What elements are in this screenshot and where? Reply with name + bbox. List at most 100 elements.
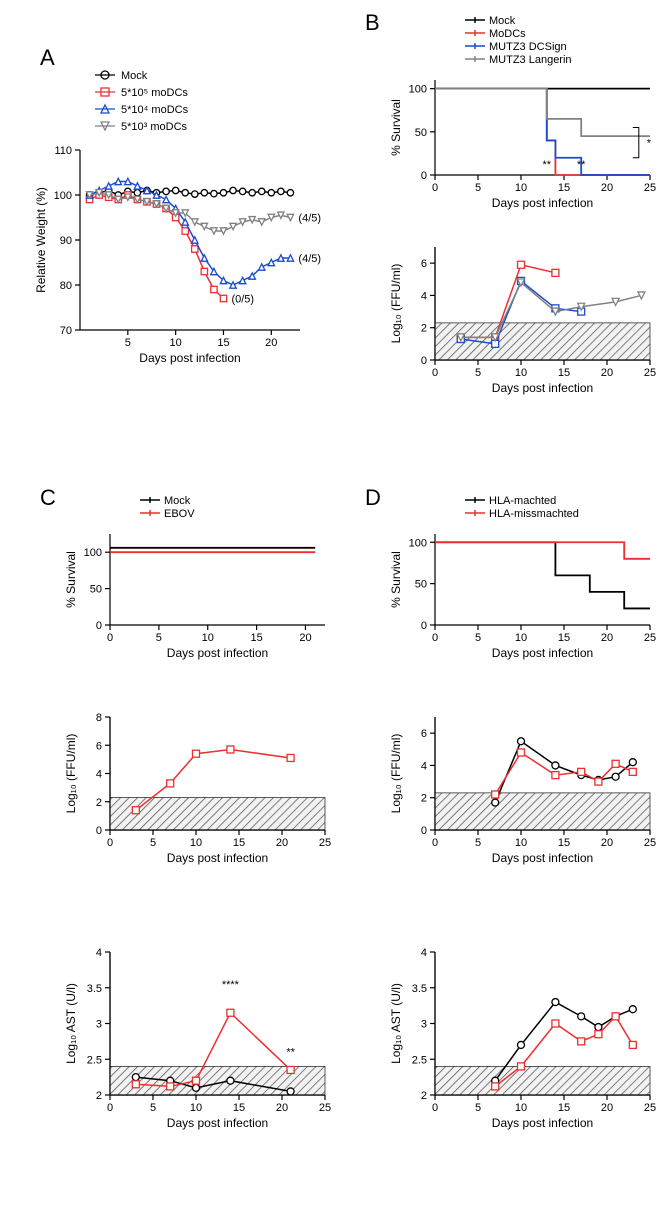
svg-text:HLA-machted: HLA-machted (489, 495, 556, 507)
svg-text:4: 4 (96, 769, 102, 781)
svg-text:25: 25 (644, 632, 656, 644)
svg-text:0: 0 (107, 1102, 113, 1114)
panel-d-ast: 051015202522.533.54Days post infectionLo… (385, 940, 665, 1140)
svg-text:Mock: Mock (121, 70, 148, 82)
svg-text:5: 5 (475, 182, 481, 194)
svg-text:15: 15 (558, 632, 570, 644)
svg-text:100: 100 (409, 84, 427, 96)
svg-text:Log₁₀ (FFU/ml): Log₁₀ (FFU/ml) (389, 734, 403, 814)
svg-text:20: 20 (601, 632, 613, 644)
svg-text:MoDCs: MoDCs (489, 28, 526, 40)
svg-text:20: 20 (601, 182, 613, 194)
svg-text:4: 4 (421, 947, 427, 959)
svg-text:0: 0 (432, 632, 438, 644)
svg-text:0: 0 (107, 632, 113, 644)
svg-text:100: 100 (409, 537, 427, 549)
svg-text:4: 4 (421, 290, 427, 302)
svg-text:50: 50 (415, 579, 427, 591)
svg-text:3: 3 (421, 1019, 427, 1031)
svg-text:15: 15 (558, 367, 570, 379)
svg-text:5: 5 (150, 837, 156, 849)
svg-text:2: 2 (421, 793, 427, 805)
svg-text:15: 15 (233, 1102, 245, 1114)
svg-text:5: 5 (475, 1102, 481, 1114)
svg-text:Days post infection: Days post infection (492, 851, 593, 865)
svg-text:% Survival: % Survival (389, 99, 403, 156)
svg-text:110: 110 (54, 145, 72, 157)
svg-text:50: 50 (415, 127, 427, 139)
svg-text:0: 0 (421, 170, 427, 182)
svg-text:5: 5 (125, 337, 131, 349)
svg-text:15: 15 (558, 182, 570, 194)
svg-text:25: 25 (319, 1102, 331, 1114)
svg-text:EBOV: EBOV (164, 508, 195, 520)
svg-text:(4/5): (4/5) (298, 213, 321, 225)
svg-text:0: 0 (96, 825, 102, 837)
svg-text:5*10⁵ moDCs: 5*10⁵ moDCs (121, 87, 188, 99)
svg-text:Days post infection: Days post infection (492, 1116, 593, 1130)
svg-text:% Survival: % Survival (64, 551, 78, 608)
svg-text:0: 0 (421, 825, 427, 837)
svg-text:0: 0 (421, 620, 427, 632)
svg-text:2: 2 (96, 1090, 102, 1102)
svg-text:Log₁₀ (FFU/ml): Log₁₀ (FFU/ml) (389, 264, 403, 344)
svg-text:6: 6 (421, 258, 427, 270)
svg-text:15: 15 (233, 837, 245, 849)
svg-text:*: * (647, 138, 652, 150)
panel-d-label: D (365, 485, 381, 511)
svg-text:10: 10 (515, 837, 527, 849)
svg-text:6: 6 (96, 740, 102, 752)
svg-text:2: 2 (96, 797, 102, 809)
svg-text:4: 4 (421, 760, 427, 772)
svg-text:0: 0 (432, 837, 438, 849)
svg-text:5: 5 (475, 837, 481, 849)
svg-text:20: 20 (276, 837, 288, 849)
panel-d-survival: HLA-machtedHLA-missmachted 0 5 10 15 20 25 0 50 1… (385, 490, 665, 670)
svg-text:Days post infection: Days post infection (167, 851, 268, 865)
svg-text:10: 10 (515, 182, 527, 194)
panel-d-ffu: 05101520250246Days post infectionLog₁₀ (… (385, 705, 665, 875)
panel-c-label: C (40, 485, 56, 511)
svg-text:HLA-missmachted: HLA-missmachted (489, 508, 579, 520)
svg-text:Mock: Mock (164, 495, 191, 507)
svg-text:4: 4 (96, 947, 102, 959)
svg-text:10: 10 (190, 1102, 202, 1114)
svg-text:5: 5 (475, 367, 481, 379)
svg-text:**: ** (286, 1047, 295, 1059)
svg-text:20: 20 (601, 1102, 613, 1114)
svg-text:80: 80 (60, 280, 72, 292)
svg-text:3.5: 3.5 (412, 983, 427, 995)
svg-text:Days post infection: Days post infection (139, 351, 240, 365)
svg-text:20: 20 (276, 1102, 288, 1114)
svg-text:2.5: 2.5 (87, 1054, 102, 1066)
panel-b-label: B (365, 10, 380, 36)
svg-text:**: ** (577, 159, 586, 171)
svg-text:2.5: 2.5 (412, 1054, 427, 1066)
svg-text:(4/5): (4/5) (298, 253, 321, 265)
svg-text:Days post infection: Days post infection (167, 1116, 268, 1130)
svg-text:70: 70 (60, 325, 72, 337)
svg-text:10: 10 (515, 632, 527, 644)
svg-text:Log₁₀ AST (U/l): Log₁₀ AST (U/l) (389, 983, 403, 1064)
svg-text:5: 5 (475, 632, 481, 644)
svg-text:50: 50 (90, 584, 102, 596)
svg-text:3.5: 3.5 (87, 983, 102, 995)
svg-text:2: 2 (421, 323, 427, 335)
svg-text:5*10⁴ moDCs: 5*10⁴ moDCs (121, 104, 189, 116)
svg-text:15: 15 (558, 1102, 570, 1114)
svg-text:% Survival: % Survival (389, 551, 403, 608)
svg-text:25: 25 (644, 1102, 656, 1114)
svg-text:25: 25 (644, 182, 656, 194)
svg-text:20: 20 (299, 632, 311, 644)
svg-text:0: 0 (421, 355, 427, 367)
svg-text:**: ** (543, 159, 552, 171)
svg-text:Relative Weight (%): Relative Weight (%) (34, 187, 48, 293)
svg-text:25: 25 (644, 367, 656, 379)
svg-text:15: 15 (558, 837, 570, 849)
svg-text:0: 0 (432, 182, 438, 194)
svg-text:10: 10 (515, 1102, 527, 1114)
svg-text:Log₁₀ AST (U/l): Log₁₀ AST (U/l) (64, 983, 78, 1064)
svg-text:0: 0 (107, 837, 113, 849)
panel-c-ffu: 051015202502468Days post infectionLog₁₀ … (60, 705, 340, 875)
svg-text:100: 100 (84, 547, 102, 559)
